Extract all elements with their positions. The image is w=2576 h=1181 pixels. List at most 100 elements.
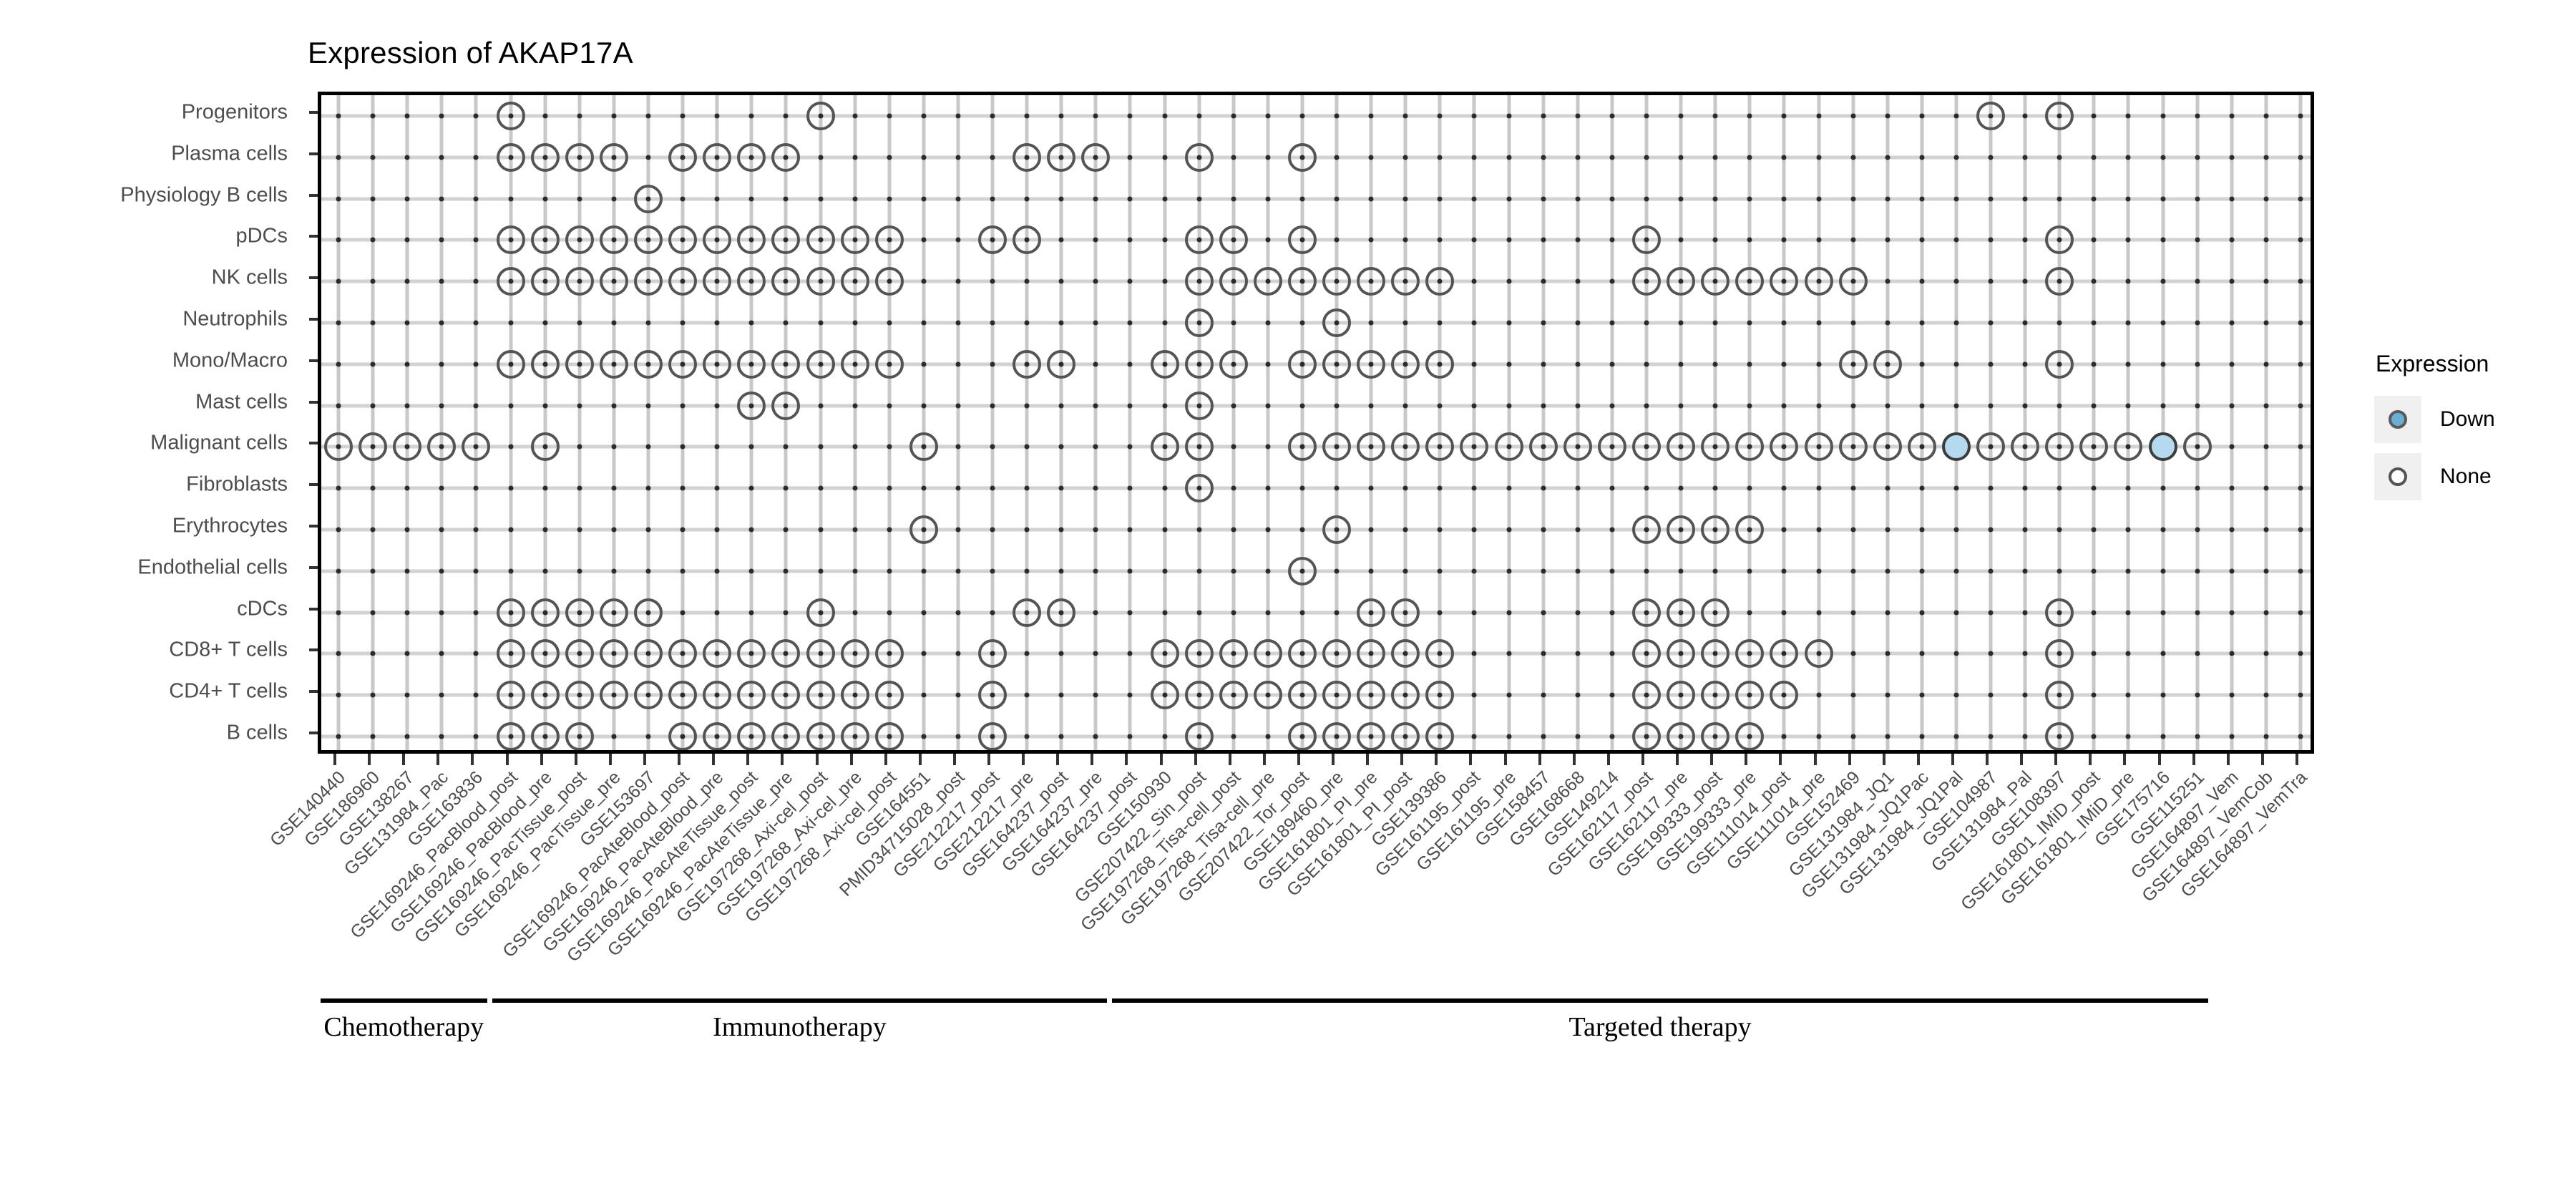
expression-dot-none[interactable] (874, 349, 904, 379)
expression-dot-none[interactable] (393, 432, 422, 462)
expression-dot-none[interactable] (1597, 432, 1626, 462)
expression-dot-none[interactable] (1735, 639, 1765, 669)
expression-dot-none[interactable] (668, 722, 698, 750)
expression-dot-none[interactable] (530, 142, 560, 172)
expression-dot-none[interactable] (771, 225, 801, 255)
expression-dot-none[interactable] (633, 267, 663, 296)
expression-dot-none[interactable] (2045, 349, 2074, 379)
expression-dot-none[interactable] (1047, 142, 1076, 172)
expression-dot-none[interactable] (806, 681, 835, 710)
expression-dot-none[interactable] (1322, 722, 1352, 750)
expression-dot-none[interactable] (1563, 432, 1592, 462)
expression-dot-none[interactable] (2045, 598, 2074, 627)
expression-dot-none[interactable] (1735, 722, 1765, 750)
expression-dot-down[interactable] (2148, 432, 2177, 462)
expression-dot-none[interactable] (840, 681, 869, 710)
expression-dot-none[interactable] (1770, 639, 1799, 669)
expression-dot-none[interactable] (1391, 432, 1420, 462)
expression-dot-none[interactable] (1425, 639, 1455, 669)
expression-dot-none[interactable] (565, 349, 594, 379)
expression-dot-none[interactable] (1425, 722, 1455, 750)
expression-dot-none[interactable] (806, 267, 835, 296)
expression-dot-none[interactable] (1013, 225, 1042, 255)
expression-dot-none[interactable] (1631, 267, 1661, 296)
expression-dot-none[interactable] (1184, 267, 1214, 296)
expression-dot-none[interactable] (1219, 349, 1248, 379)
expression-dot-none[interactable] (565, 681, 594, 710)
expression-dot-none[interactable] (1391, 598, 1420, 627)
expression-dot-none[interactable] (703, 349, 732, 379)
expression-dot-none[interactable] (1804, 639, 1833, 669)
expression-dot-none[interactable] (599, 225, 628, 255)
expression-dot-none[interactable] (1631, 598, 1661, 627)
expression-dot-none[interactable] (737, 349, 766, 379)
expression-dot-none[interactable] (874, 225, 904, 255)
expression-dot-none[interactable] (874, 267, 904, 296)
expression-dot-none[interactable] (1976, 432, 2006, 462)
expression-dot-none[interactable] (771, 349, 801, 379)
expression-dot-none[interactable] (978, 722, 1008, 750)
expression-dot-none[interactable] (1735, 681, 1765, 710)
expression-dot-none[interactable] (1047, 349, 1076, 379)
expression-dot-none[interactable] (737, 391, 766, 420)
expression-dot-none[interactable] (1184, 474, 1214, 503)
expression-dot-none[interactable] (1873, 349, 1902, 379)
expression-dot-none[interactable] (806, 639, 835, 669)
expression-dot-none[interactable] (1013, 142, 1042, 172)
expression-dot-none[interactable] (703, 639, 732, 669)
expression-dot-none[interactable] (1804, 267, 1833, 296)
expression-dot-none[interactable] (496, 722, 525, 750)
expression-dot-none[interactable] (1735, 515, 1765, 545)
expression-dot-none[interactable] (1184, 142, 1214, 172)
expression-dot-none[interactable] (2079, 432, 2109, 462)
expression-dot-none[interactable] (1357, 681, 1386, 710)
expression-dot-none[interactable] (1184, 391, 1214, 420)
expression-dot-none[interactable] (496, 681, 525, 710)
expression-dot-none[interactable] (737, 225, 766, 255)
expression-dot-none[interactable] (1357, 349, 1386, 379)
expression-dot-none[interactable] (1631, 225, 1661, 255)
expression-dot-none[interactable] (1631, 722, 1661, 750)
expression-dot-none[interactable] (703, 225, 732, 255)
expression-dot-down[interactable] (1941, 432, 1971, 462)
expression-dot-none[interactable] (496, 225, 525, 255)
expression-dot-none[interactable] (1701, 515, 1730, 545)
expression-dot-none[interactable] (1322, 349, 1352, 379)
expression-dot-none[interactable] (840, 349, 869, 379)
expression-dot-none[interactable] (633, 639, 663, 669)
expression-dot-none[interactable] (1322, 432, 1352, 462)
expression-dot-none[interactable] (1391, 267, 1420, 296)
expression-dot-none[interactable] (1701, 639, 1730, 669)
expression-dot-none[interactable] (1150, 639, 1179, 669)
expression-dot-none[interactable] (2045, 639, 2074, 669)
expression-dot-none[interactable] (599, 267, 628, 296)
expression-dot-none[interactable] (1357, 267, 1386, 296)
expression-dot-none[interactable] (1081, 142, 1111, 172)
expression-dot-none[interactable] (1184, 722, 1214, 750)
expression-dot-none[interactable] (737, 681, 766, 710)
expression-dot-none[interactable] (633, 184, 663, 213)
expression-dot-none[interactable] (1357, 722, 1386, 750)
expression-dot-none[interactable] (2045, 681, 2074, 710)
expression-dot-none[interactable] (874, 722, 904, 750)
expression-dot-none[interactable] (1287, 556, 1317, 585)
expression-dot-none[interactable] (1667, 722, 1696, 750)
expression-dot-none[interactable] (1013, 598, 1042, 627)
expression-dot-none[interactable] (565, 267, 594, 296)
expression-dot-none[interactable] (2011, 432, 2040, 462)
expression-dot-none[interactable] (565, 142, 594, 172)
expression-dot-none[interactable] (530, 267, 560, 296)
expression-dot-none[interactable] (703, 681, 732, 710)
expression-dot-none[interactable] (1667, 432, 1696, 462)
expression-dot-none[interactable] (1701, 267, 1730, 296)
expression-dot-none[interactable] (806, 598, 835, 627)
expression-dot-none[interactable] (1253, 639, 1282, 669)
expression-dot-none[interactable] (1253, 681, 1282, 710)
expression-dot-none[interactable] (1287, 722, 1317, 750)
expression-dot-none[interactable] (1391, 681, 1420, 710)
expression-dot-none[interactable] (530, 598, 560, 627)
expression-dot-none[interactable] (1357, 598, 1386, 627)
expression-dot-none[interactable] (1804, 432, 1833, 462)
expression-dot-none[interactable] (1184, 432, 1214, 462)
expression-dot-none[interactable] (1460, 432, 1489, 462)
